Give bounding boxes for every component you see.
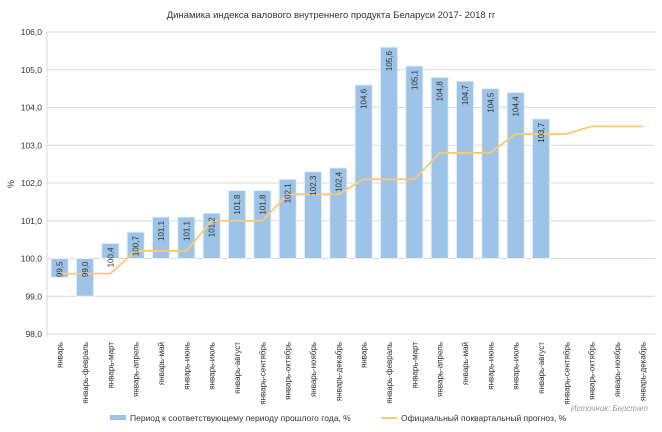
bar-value-label: 101,1 bbox=[182, 220, 191, 241]
bar bbox=[531, 118, 551, 259]
x-tick-label: январь-ноябрь bbox=[309, 342, 318, 397]
y-tick-label: 101,0 bbox=[21, 216, 43, 226]
bar-value-label: 104,4 bbox=[512, 96, 521, 117]
x-tick-label: январь-февраль bbox=[385, 342, 394, 404]
bar-value-label: 99,5 bbox=[56, 261, 65, 277]
x-tick-label: январь-сентябрь bbox=[562, 342, 571, 405]
bar-value-label: 101,1 bbox=[157, 220, 166, 241]
y-tick-label: 103,0 bbox=[21, 140, 43, 150]
bar-value-label: 104,5 bbox=[486, 92, 495, 113]
source-note: Источник: Белстат bbox=[571, 404, 649, 413]
x-tick-label: январь-октябрь bbox=[284, 342, 293, 400]
x-tick-label: январь-март bbox=[410, 342, 419, 389]
bar-value-label: 104,6 bbox=[360, 88, 369, 109]
x-tick-label: январь-май bbox=[157, 342, 166, 385]
bar bbox=[177, 216, 196, 260]
bar-value-label: 102,4 bbox=[334, 171, 343, 192]
x-tick-label: январь-июль bbox=[208, 342, 217, 390]
y-tick-label: 99,0 bbox=[25, 291, 42, 301]
x-tick-label: январь-декабрь bbox=[638, 342, 647, 401]
x-tick-label: январь-июнь bbox=[486, 342, 495, 390]
bar-value-label: 101,8 bbox=[258, 194, 267, 215]
x-tick-label: январь-ноябрь bbox=[613, 342, 622, 397]
legend-bar-label: Период к соответствующему периоду прошло… bbox=[130, 413, 351, 423]
bar bbox=[126, 231, 145, 259]
x-tick-label: январь bbox=[360, 342, 369, 368]
x-tick-label: январь-август bbox=[233, 342, 242, 394]
bar-value-label: 102,1 bbox=[284, 183, 293, 204]
bar bbox=[354, 84, 373, 259]
bar bbox=[75, 258, 95, 297]
y-tick-label: 100,0 bbox=[21, 254, 43, 264]
bar bbox=[481, 88, 500, 259]
x-tick-label: январь-август bbox=[537, 342, 546, 394]
bar bbox=[101, 242, 120, 259]
x-tick-label: январь-июнь bbox=[182, 342, 191, 390]
bar-value-label: 99,0 bbox=[81, 261, 90, 277]
x-tick-label: январь-февраль bbox=[81, 342, 90, 404]
bar bbox=[50, 258, 69, 278]
x-tick-label: январь-март bbox=[106, 342, 115, 389]
bar bbox=[253, 190, 272, 259]
bar-value-label: 100,4 bbox=[106, 247, 115, 268]
chart-title: Динамика индекса валового внутреннего пр… bbox=[167, 10, 496, 21]
x-tick-label: январь-апрель bbox=[132, 342, 141, 397]
y-tick-label: 102,0 bbox=[21, 178, 43, 188]
bar-value-label: 100,7 bbox=[132, 236, 141, 257]
bar bbox=[227, 190, 247, 259]
bar bbox=[151, 216, 171, 260]
y-axis-label: % bbox=[6, 180, 16, 188]
legend-line-label: Официальный поквартальный прогноз, % bbox=[401, 413, 567, 423]
bar-value-label: 105,1 bbox=[410, 69, 419, 90]
bar bbox=[303, 171, 323, 259]
x-tick-label: январь-сентябрь bbox=[258, 342, 267, 405]
bar-value-label: 105,6 bbox=[385, 51, 394, 72]
y-tick-label: 105,0 bbox=[21, 65, 43, 75]
x-tick-label: январь-июль bbox=[512, 342, 521, 390]
x-tick-label: январь-апрель bbox=[436, 342, 445, 397]
y-tick-label: 106,0 bbox=[21, 27, 43, 37]
legend: Период к соответствующему периоду прошло… bbox=[110, 413, 567, 423]
x-tick-label: январь-декабрь bbox=[334, 342, 343, 401]
x-tick-label: январь-октябрь bbox=[588, 342, 597, 400]
bar bbox=[329, 167, 348, 259]
bar-value-label: 104,7 bbox=[461, 85, 470, 106]
y-tick-label: 98,0 bbox=[25, 329, 42, 339]
forecast-line bbox=[59, 125, 643, 275]
bar-value-label: 101,2 bbox=[208, 217, 217, 238]
bar bbox=[379, 46, 399, 259]
bar-value-label: 104,8 bbox=[436, 81, 445, 102]
x-tick-label: январь bbox=[56, 342, 65, 368]
legend-bar-swatch bbox=[110, 415, 126, 420]
x-tick-label: январь-май bbox=[461, 342, 470, 385]
bar-value-label: 101,8 bbox=[233, 194, 242, 215]
bar-value-label: 103,7 bbox=[537, 122, 546, 143]
bar bbox=[455, 80, 475, 259]
bar-value-label: 102,3 bbox=[309, 175, 318, 196]
y-tick-label: 104,0 bbox=[21, 103, 43, 113]
bar bbox=[405, 65, 424, 259]
bar bbox=[430, 76, 449, 259]
